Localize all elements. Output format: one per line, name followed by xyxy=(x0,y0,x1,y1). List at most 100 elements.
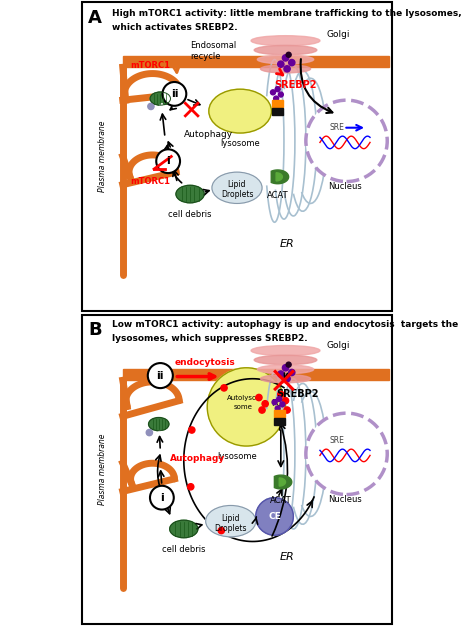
Text: Plasma membrane: Plasma membrane xyxy=(98,121,107,192)
Text: lysosomes, which suppresses SREBP2.: lysosomes, which suppresses SREBP2. xyxy=(112,334,308,343)
Text: Plasma membrane: Plasma membrane xyxy=(98,434,107,505)
Circle shape xyxy=(160,103,164,108)
Circle shape xyxy=(275,406,280,411)
Ellipse shape xyxy=(251,36,320,46)
Circle shape xyxy=(256,498,293,535)
Ellipse shape xyxy=(261,374,310,382)
Ellipse shape xyxy=(206,506,256,537)
Text: Droplets: Droplets xyxy=(215,523,247,533)
Text: Low mTORC1 activity: autophagy is up and endocytosis  targets the: Low mTORC1 activity: autophagy is up and… xyxy=(112,321,458,329)
Circle shape xyxy=(155,106,159,111)
Circle shape xyxy=(284,66,290,72)
Circle shape xyxy=(306,413,387,495)
Circle shape xyxy=(148,363,173,388)
Text: Autophagy: Autophagy xyxy=(184,130,233,139)
Circle shape xyxy=(278,92,283,97)
Text: SREBP2: SREBP2 xyxy=(276,389,319,399)
Bar xyxy=(272,100,283,107)
Text: some: some xyxy=(234,404,253,410)
Text: Lipid: Lipid xyxy=(228,180,246,189)
Circle shape xyxy=(163,82,186,106)
Text: cell debris: cell debris xyxy=(168,210,212,218)
Ellipse shape xyxy=(209,90,272,133)
Polygon shape xyxy=(279,478,285,486)
Text: SRE: SRE xyxy=(329,123,344,132)
Ellipse shape xyxy=(148,418,169,431)
Text: SREBP2: SREBP2 xyxy=(274,80,317,90)
Text: SRE: SRE xyxy=(329,436,344,445)
Circle shape xyxy=(283,55,289,61)
Text: Droplets: Droplets xyxy=(221,190,253,199)
Circle shape xyxy=(280,402,285,407)
Circle shape xyxy=(158,431,163,435)
Ellipse shape xyxy=(257,55,314,64)
Text: mTORC1: mTORC1 xyxy=(130,61,171,70)
Circle shape xyxy=(150,486,174,510)
Text: Autolyso-: Autolyso- xyxy=(227,394,260,401)
Circle shape xyxy=(289,59,295,66)
Circle shape xyxy=(273,96,279,101)
Circle shape xyxy=(278,416,284,423)
Text: ER: ER xyxy=(280,239,294,249)
Circle shape xyxy=(283,398,289,404)
Text: High mTORC1 activity: little membrane trafficking to the lysosomes,: High mTORC1 activity: little membrane tr… xyxy=(112,9,461,18)
Text: Lipid: Lipid xyxy=(221,513,240,523)
Bar xyxy=(123,56,389,68)
Text: Nucleus: Nucleus xyxy=(328,495,362,503)
Bar xyxy=(273,418,285,425)
Text: Nucleus: Nucleus xyxy=(328,182,362,190)
Bar xyxy=(272,108,283,115)
Circle shape xyxy=(256,394,262,401)
Circle shape xyxy=(221,385,227,391)
Ellipse shape xyxy=(251,346,320,356)
Text: Autophagy: Autophagy xyxy=(170,454,225,463)
Circle shape xyxy=(262,401,268,407)
Ellipse shape xyxy=(254,356,317,364)
Ellipse shape xyxy=(176,185,204,203)
Circle shape xyxy=(278,391,284,398)
Text: ER: ER xyxy=(280,552,294,562)
Text: B: B xyxy=(88,321,102,339)
Ellipse shape xyxy=(261,65,310,73)
Text: Golgi: Golgi xyxy=(326,30,350,39)
Circle shape xyxy=(286,53,291,58)
Ellipse shape xyxy=(150,92,171,105)
Text: ii: ii xyxy=(171,89,178,99)
Text: lysosome: lysosome xyxy=(217,452,257,461)
Circle shape xyxy=(284,376,290,382)
Circle shape xyxy=(278,371,284,377)
Circle shape xyxy=(289,369,295,376)
Polygon shape xyxy=(274,475,292,489)
Text: endocytosis: endocytosis xyxy=(174,358,235,367)
Circle shape xyxy=(275,86,280,91)
Circle shape xyxy=(271,90,275,95)
Polygon shape xyxy=(276,173,283,181)
Circle shape xyxy=(283,364,289,371)
Text: lysosome: lysosome xyxy=(220,140,260,148)
Circle shape xyxy=(207,367,285,446)
Circle shape xyxy=(218,528,225,534)
Text: Endosomal: Endosomal xyxy=(190,41,237,50)
Circle shape xyxy=(146,429,153,436)
Circle shape xyxy=(284,407,290,413)
Circle shape xyxy=(188,484,194,490)
Text: CE: CE xyxy=(268,512,281,521)
Circle shape xyxy=(156,150,180,173)
Text: cell debris: cell debris xyxy=(162,545,206,553)
Text: ii: ii xyxy=(156,371,164,381)
Text: ACAT: ACAT xyxy=(267,191,289,200)
Circle shape xyxy=(148,103,154,110)
Circle shape xyxy=(272,400,277,405)
Ellipse shape xyxy=(212,172,262,203)
Ellipse shape xyxy=(254,46,317,55)
Circle shape xyxy=(286,362,291,367)
Polygon shape xyxy=(271,170,289,184)
Text: recycle: recycle xyxy=(190,52,220,61)
Circle shape xyxy=(189,427,195,433)
Circle shape xyxy=(277,397,282,402)
Text: which activates SREBP2.: which activates SREBP2. xyxy=(112,23,237,31)
Ellipse shape xyxy=(170,520,198,538)
Circle shape xyxy=(278,61,284,67)
Text: i: i xyxy=(166,156,170,166)
Text: A: A xyxy=(88,9,102,28)
